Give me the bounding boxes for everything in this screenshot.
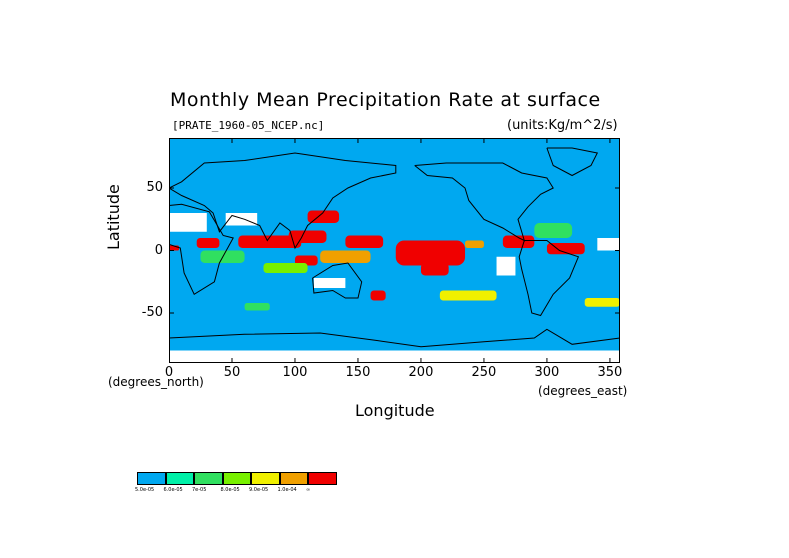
- precip-region: [584, 298, 620, 307]
- missing-data-region: [496, 256, 516, 276]
- colorbar-swatch: [279, 472, 308, 485]
- x-tick-label: 350: [597, 365, 623, 380]
- x-tick-label: 100: [282, 365, 308, 380]
- x-tick-label: 250: [471, 365, 497, 380]
- precip-region: [238, 235, 302, 248]
- map-plot: [169, 138, 620, 363]
- missing-data-region: [313, 278, 346, 288]
- precip-region: [534, 223, 573, 238]
- y-tick-label: 50: [146, 180, 163, 195]
- y-axis-label: Latitude: [104, 184, 123, 250]
- chart-title: Monthly Mean Precipitation Rate at surfa…: [170, 89, 601, 111]
- coastline-greenland: [546, 147, 599, 177]
- x-axis-label: Longitude: [355, 401, 435, 420]
- colorbar-swatch: [194, 472, 223, 485]
- missing-data-region: [225, 213, 258, 226]
- units-label: (units:Kg/m^2/s): [507, 118, 618, 133]
- colorbar-swatch: [308, 472, 337, 485]
- precip-region: [465, 240, 484, 248]
- coastline-south-america: [518, 240, 580, 317]
- colorbar-swatch: [222, 472, 251, 485]
- precip-region: [345, 235, 384, 248]
- precip-region: [288, 230, 327, 243]
- colorbar-label: 7e-05: [192, 487, 207, 493]
- source-file-label: [PRATE_1960-05_NCEP.nc]: [172, 119, 325, 132]
- precip-region: [420, 263, 449, 276]
- precip-region: [263, 263, 308, 273]
- colorbar-label: 5.0e-05: [135, 487, 155, 493]
- precip-region: [196, 238, 220, 248]
- colorbar-label: 8.0e-05: [220, 487, 240, 493]
- x-tick-label: 50: [223, 365, 241, 380]
- precip-region: [395, 240, 466, 266]
- colorbar-swatch: [137, 472, 166, 485]
- missing-data-region: [597, 238, 620, 251]
- coastline-north-america: [414, 162, 554, 242]
- colorbar-label: ∞: [306, 487, 311, 493]
- x-units-label: (degrees_east): [538, 384, 628, 398]
- colorbar-label: 9.0e-05: [249, 487, 269, 493]
- x-tick-label: 300: [534, 365, 560, 380]
- precip-region: [307, 210, 340, 223]
- colorbar-label: 6.0e-05: [163, 487, 183, 493]
- precip-region: [244, 303, 270, 311]
- y-tick-label: -50: [141, 305, 163, 320]
- plot-background: [169, 138, 620, 363]
- missing-data-region: [169, 213, 207, 232]
- colorbar-swatch: [251, 472, 280, 485]
- precip-region: [370, 290, 386, 301]
- missing-data-region: [169, 350, 620, 363]
- colorbar-label: 1.0e-04: [277, 487, 297, 493]
- y-tick-label: 0: [154, 242, 163, 258]
- colorbar-swatch: [165, 472, 194, 485]
- coastline-antarctica: [169, 328, 620, 348]
- x-tick-label: 150: [345, 365, 371, 380]
- precip-region: [320, 250, 371, 263]
- y-units-label: (degrees_north): [108, 375, 204, 389]
- precip-region: [502, 235, 535, 248]
- x-tick-label: 0: [164, 365, 174, 380]
- precip-region: [546, 243, 585, 255]
- precip-region: [439, 290, 497, 301]
- coastline-eurasia: [169, 152, 397, 250]
- coastline-australia: [312, 262, 363, 299]
- coastline-africa: [169, 203, 234, 296]
- x-tick-label: 200: [408, 365, 434, 380]
